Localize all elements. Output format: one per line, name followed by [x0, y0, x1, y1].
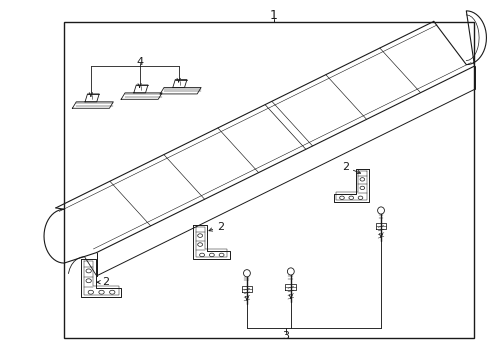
- Text: 4: 4: [136, 57, 143, 67]
- Bar: [64, 22, 473, 338]
- Text: 1: 1: [269, 9, 277, 22]
- Text: 3: 3: [282, 331, 289, 341]
- Text: 2: 2: [342, 162, 349, 172]
- Text: 2: 2: [217, 222, 224, 231]
- Text: 2: 2: [102, 277, 109, 287]
